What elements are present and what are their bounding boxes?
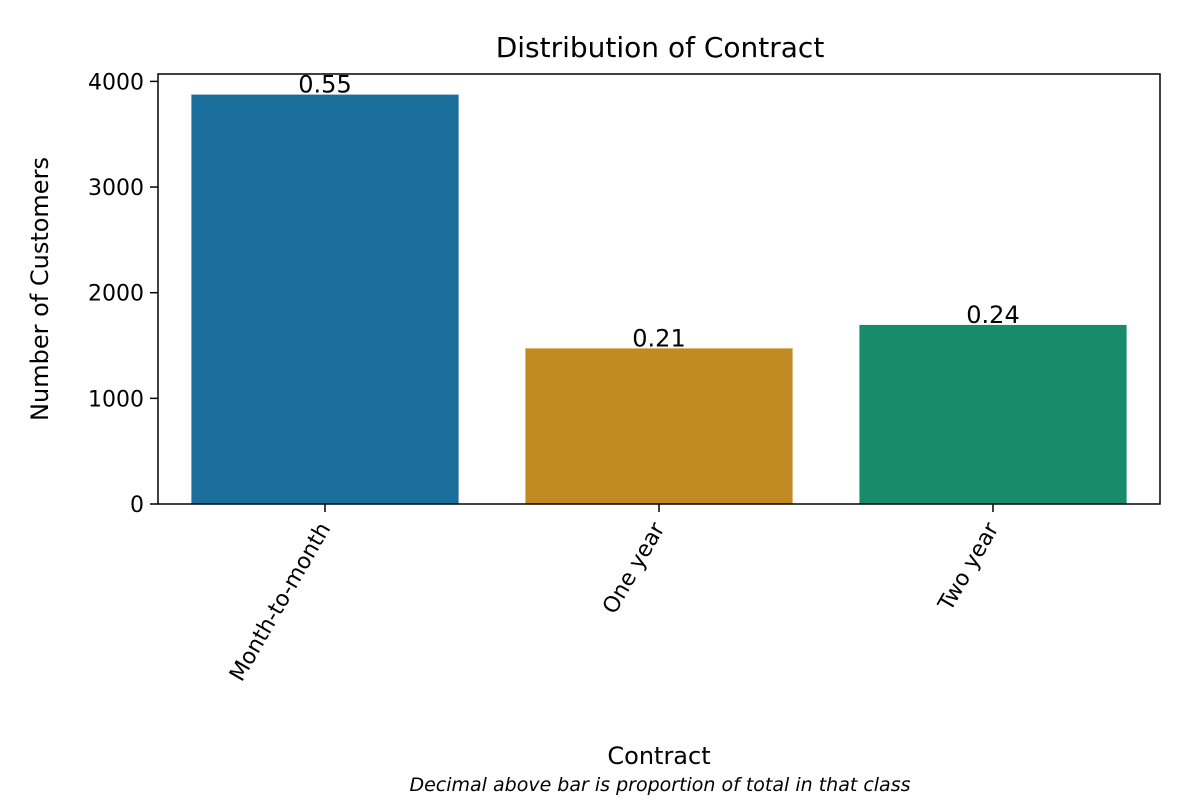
bar-value-label: 0.21 [632, 324, 685, 352]
y-tick-label: 0 [130, 493, 144, 518]
bar-one-year [525, 348, 793, 504]
y-tick-label: 2000 [88, 282, 144, 307]
x-tick-label: One year [598, 518, 671, 619]
x-tick-label: Month-to-month [225, 519, 336, 686]
y-tick-label: 3000 [88, 176, 144, 201]
x-axis-title: Contract [607, 742, 710, 770]
y-axis-title: Number of Customers [26, 157, 54, 421]
plot-frame [157, 73, 1161, 505]
bar-labels-group: 0.55 0.21 0.24 [298, 71, 1019, 353]
bar-value-label: 0.24 [966, 301, 1019, 329]
bar-month-to-month [191, 94, 459, 504]
bars-group [191, 94, 1127, 504]
chart-title: Distribution of Contract [496, 31, 825, 64]
bar-two-year [859, 324, 1127, 504]
chart-note: Decimal above bar is proportion of total… [409, 774, 910, 796]
y-tick-label: 1000 [88, 387, 144, 412]
y-tick-label: 4000 [88, 70, 144, 95]
x-tick-label: Two year [933, 518, 1004, 616]
x-axis: Month-to-month One year Two year [225, 504, 1005, 686]
bar-value-label: 0.55 [298, 71, 351, 99]
y-axis: 0 1000 2000 3000 4000 [88, 70, 158, 518]
